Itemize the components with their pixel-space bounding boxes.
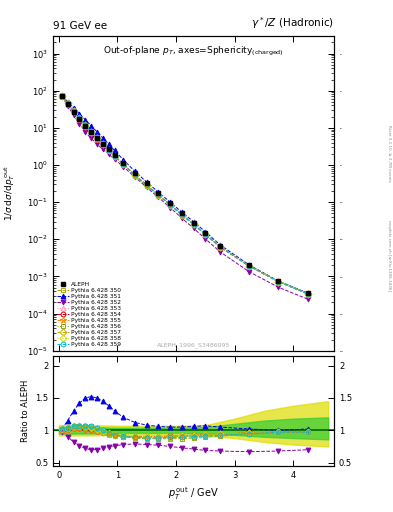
Text: ALEPH_1996_S3486095: ALEPH_1996_S3486095 (157, 342, 230, 348)
Legend: ALEPH, Pythia 6.428 350, Pythia 6.428 351, Pythia 6.428 352, Pythia 6.428 353, P: ALEPH, Pythia 6.428 350, Pythia 6.428 35… (56, 281, 122, 348)
Y-axis label: Ratio to ALEPH: Ratio to ALEPH (20, 380, 29, 442)
Text: mcplots.cern.ch [arXiv:1306.3436]: mcplots.cern.ch [arXiv:1306.3436] (387, 221, 391, 291)
Text: 91 GeV ee: 91 GeV ee (53, 20, 107, 31)
Text: $\gamma^*/Z$ (Hadronic): $\gamma^*/Z$ (Hadronic) (251, 15, 334, 31)
Text: Out-of-plane $p_T$, axes=Sphericity$_{\rm (charged)}$: Out-of-plane $p_T$, axes=Sphericity$_{\r… (103, 45, 284, 58)
X-axis label: $p_T^{\,\mathrm{out}}$ / GeV: $p_T^{\,\mathrm{out}}$ / GeV (168, 485, 219, 502)
Text: Rivet 3.1.10, ≥ 2.7M events: Rivet 3.1.10, ≥ 2.7M events (387, 125, 391, 182)
Y-axis label: $1/\sigma\,\mathrm{d}\sigma/\mathrm{d}p_T^{\,\mathrm{out}}$: $1/\sigma\,\mathrm{d}\sigma/\mathrm{d}p_… (2, 165, 17, 221)
